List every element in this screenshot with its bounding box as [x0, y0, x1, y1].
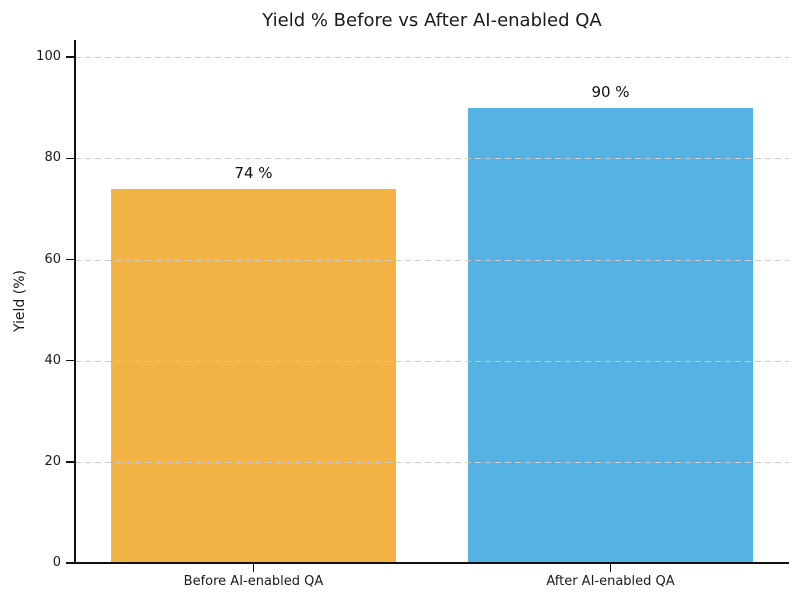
gridline — [75, 259, 789, 261]
x-tick-label: After AI-enabled QA — [546, 574, 675, 589]
plot-area: 74 % Before AI-enabled QA 90 % After AI-ena… — [36, 40, 789, 589]
bar-after-ai-enabled-qa — [467, 107, 754, 563]
gridline — [75, 461, 789, 463]
gridline — [75, 360, 789, 362]
y-tick — [66, 359, 75, 362]
x-tick — [252, 564, 255, 572]
y-axis-label: Yield (%) — [12, 269, 28, 333]
bottom-spine — [74, 562, 789, 564]
y-tick — [66, 157, 75, 160]
x-tick-label: Before AI-enabled QA — [183, 574, 324, 589]
x-tick — [609, 564, 612, 572]
bar-before-ai-enabled-qa — [110, 188, 397, 563]
y-tick-label: 100 — [36, 49, 61, 65]
y-tick-label: 40 — [44, 352, 61, 368]
gridline — [75, 158, 789, 160]
y-tick-label: 20 — [44, 453, 61, 469]
gridline — [75, 57, 789, 59]
y-tick-label: 0 — [52, 555, 61, 570]
chart-title: Yield % Before vs After AI-enabled QA — [262, 10, 602, 31]
left-spine — [74, 40, 76, 564]
bar-value-label: 74 % — [234, 163, 273, 182]
y-tick — [66, 56, 75, 58]
bar-value-label: 90 % — [591, 82, 630, 101]
y-tick-label: 80 — [44, 150, 61, 166]
y-tick — [66, 258, 75, 261]
y-tick — [66, 461, 75, 463]
y-tick — [66, 562, 75, 564]
y-tick-label: 60 — [44, 251, 61, 267]
